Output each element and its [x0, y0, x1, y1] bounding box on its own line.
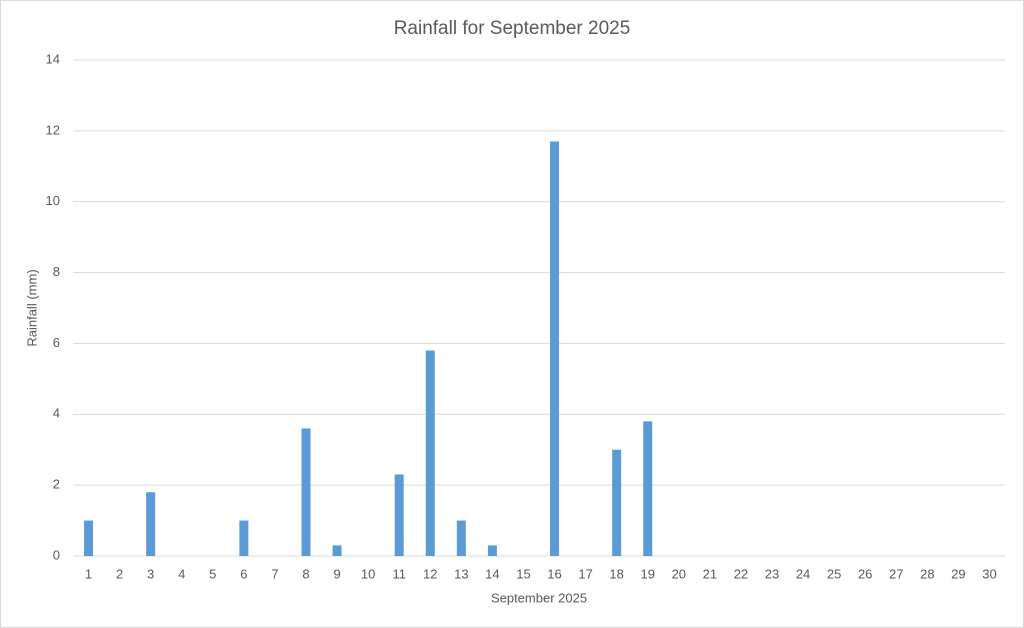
y-tick-label: 6 — [53, 335, 60, 350]
x-tick-label: 30 — [982, 566, 996, 581]
x-tick-label: 7 — [271, 566, 278, 581]
y-tick-label: 2 — [53, 477, 60, 492]
bar — [643, 421, 653, 556]
x-tick-label: 25 — [827, 566, 841, 581]
y-tick-label: 14 — [46, 51, 60, 66]
bar — [550, 141, 560, 556]
y-tick-label: 12 — [46, 122, 60, 137]
x-tick-label: 1 — [85, 566, 92, 581]
bar — [394, 474, 404, 556]
x-tick-label: 22 — [734, 566, 748, 581]
x-tick-label: 6 — [240, 566, 247, 581]
y-tick-label: 10 — [46, 193, 60, 208]
bar — [425, 350, 435, 556]
y-tick-label: 0 — [53, 547, 60, 562]
x-tick-label: 4 — [178, 566, 185, 581]
bar — [146, 492, 156, 556]
x-tick-label: 29 — [951, 566, 965, 581]
x-tick-label: 26 — [858, 566, 872, 581]
bar — [239, 520, 249, 556]
x-tick-label: 9 — [333, 566, 340, 581]
x-tick-label: 16 — [547, 566, 561, 581]
x-tick-label: 13 — [454, 566, 468, 581]
y-axis-title: Rainfall (mm) — [24, 269, 39, 346]
bar — [456, 520, 466, 556]
bar — [612, 449, 622, 556]
x-tick-label: 19 — [640, 566, 654, 581]
bar — [487, 545, 497, 556]
y-tick-label: 8 — [53, 264, 60, 279]
bar — [84, 520, 94, 556]
x-tick-label: 2 — [116, 566, 123, 581]
x-tick-label: 20 — [672, 566, 686, 581]
x-tick-label: 11 — [392, 566, 406, 581]
y-tick-label: 4 — [53, 406, 60, 421]
x-tick-label: 17 — [578, 566, 592, 581]
x-tick-label: 10 — [361, 566, 375, 581]
x-axis-title: September 2025 — [491, 590, 587, 605]
x-tick-label: 18 — [609, 566, 623, 581]
x-tick-label: 5 — [209, 566, 216, 581]
bar — [332, 545, 342, 556]
bar — [301, 428, 311, 556]
x-tick-label: 14 — [485, 566, 499, 581]
x-tick-label: 8 — [302, 566, 309, 581]
x-tick-label: 12 — [423, 566, 437, 581]
x-tick-label: 15 — [516, 566, 530, 581]
x-tick-label: 23 — [765, 566, 779, 581]
x-tick-label: 21 — [703, 566, 717, 581]
x-tick-label: 24 — [796, 566, 810, 581]
x-tick-label: 28 — [920, 566, 934, 581]
chart-title: Rainfall for September 2025 — [394, 18, 631, 39]
x-tick-label: 27 — [889, 566, 903, 581]
x-tick-label: 3 — [147, 566, 154, 581]
